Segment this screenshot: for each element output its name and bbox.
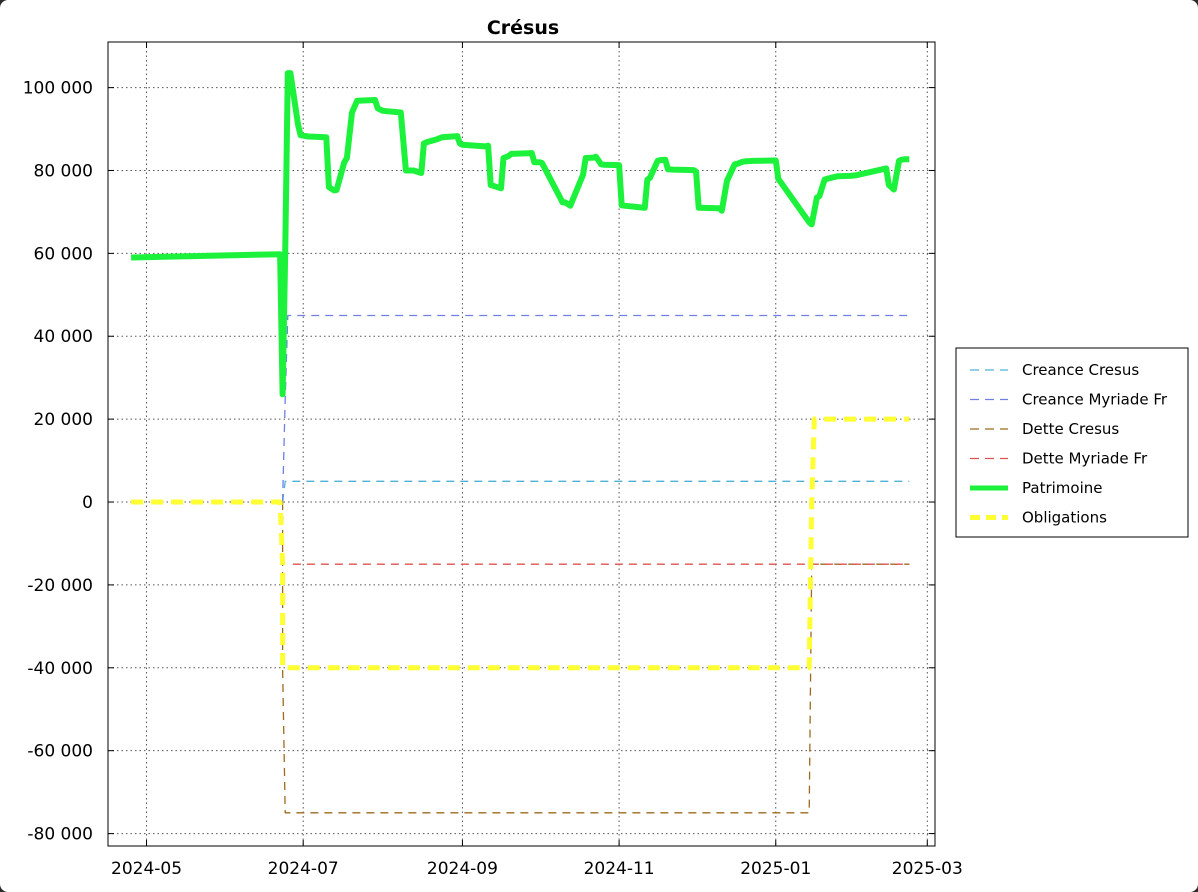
y-tick-label: -40 000 (27, 659, 93, 679)
legend-label-creance-myriade-fr: Creance Myriade Fr (1022, 391, 1168, 409)
series-line-dette-cresus (281, 502, 910, 814)
series-group (131, 70, 910, 814)
series-line-creance-cresus (281, 480, 910, 503)
x-tick-label: 2024-09 (427, 859, 498, 879)
legend-label-patrimoine: Patrimoine (1022, 479, 1102, 497)
y-tick-label: 0 (82, 493, 93, 513)
y-tick-label: -20 000 (27, 576, 93, 596)
legend-label-dette-cresus: Dette Cresus (1022, 420, 1119, 438)
legend-label-obligations: Obligations (1022, 509, 1107, 527)
legend-label-dette-myriade-fr: Dette Myriade Fr (1022, 450, 1148, 468)
y-tick-label: 40 000 (34, 327, 93, 347)
grid (108, 42, 935, 846)
series-line-creance-myriade-fr (281, 314, 910, 503)
series-line-obligations (131, 416, 910, 671)
axis-ticks: 2024-05 2024-07 2024-09 2024-11 2025-01 2025-… (23, 42, 963, 879)
legend: Creance Cresus Creance Myriade Fr Dette Cr… (955, 347, 1189, 538)
legend-label-creance-cresus: Creance Cresus (1022, 361, 1139, 379)
x-tick-label: 2024-05 (111, 859, 182, 879)
series-line-patrimoine (131, 70, 910, 398)
x-tick-label: 2024-07 (268, 859, 339, 879)
plot-area-frame (107, 41, 936, 847)
y-tick-label: -80 000 (27, 825, 93, 845)
x-tick-label: 2025-01 (740, 859, 811, 879)
y-tick-label: 20 000 (34, 410, 93, 430)
y-tick-label: 60 000 (34, 244, 93, 264)
legend-box (955, 347, 1189, 538)
y-tick-label: 100 000 (23, 79, 93, 99)
y-tick-label: -60 000 (27, 742, 93, 762)
y-tick-label: 80 000 (34, 161, 93, 181)
x-tick-label: 2025-03 (892, 859, 963, 879)
chart-title: Crésus (487, 17, 559, 39)
x-tick-label: 2024-11 (584, 859, 655, 879)
